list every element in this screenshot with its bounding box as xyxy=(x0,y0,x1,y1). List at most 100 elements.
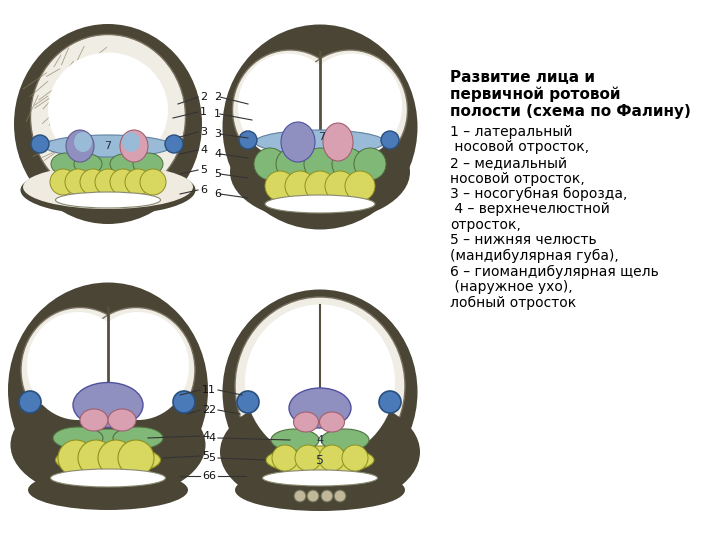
Circle shape xyxy=(354,148,386,180)
Text: 6: 6 xyxy=(208,471,215,481)
Ellipse shape xyxy=(238,53,338,159)
Ellipse shape xyxy=(74,132,92,152)
Ellipse shape xyxy=(271,429,319,451)
Circle shape xyxy=(50,169,76,195)
Ellipse shape xyxy=(53,427,103,449)
Circle shape xyxy=(98,440,134,476)
Text: 5: 5 xyxy=(316,454,324,467)
Circle shape xyxy=(305,171,335,201)
Ellipse shape xyxy=(50,469,166,487)
Ellipse shape xyxy=(11,390,205,500)
Ellipse shape xyxy=(281,122,315,162)
Ellipse shape xyxy=(222,24,418,230)
Circle shape xyxy=(65,169,91,195)
Text: 1: 1 xyxy=(200,107,207,117)
Text: 5: 5 xyxy=(208,453,215,463)
Text: 1: 1 xyxy=(202,385,209,395)
Circle shape xyxy=(125,169,151,195)
Ellipse shape xyxy=(27,312,129,420)
Circle shape xyxy=(80,169,106,195)
Circle shape xyxy=(19,391,41,413)
Circle shape xyxy=(319,445,345,471)
Ellipse shape xyxy=(235,297,405,475)
Ellipse shape xyxy=(66,130,94,162)
Ellipse shape xyxy=(44,135,172,157)
Text: Развитие лица и: Развитие лица и xyxy=(450,70,595,85)
Ellipse shape xyxy=(86,429,130,447)
Circle shape xyxy=(254,148,286,180)
Text: первичной ротовой: первичной ротовой xyxy=(450,87,621,103)
Ellipse shape xyxy=(220,395,420,510)
Ellipse shape xyxy=(268,175,372,201)
Circle shape xyxy=(272,445,298,471)
Text: 4: 4 xyxy=(200,145,207,155)
Ellipse shape xyxy=(23,165,193,209)
Text: 1: 1 xyxy=(208,385,215,395)
Ellipse shape xyxy=(21,307,139,433)
Text: (мандибулярная губа),: (мандибулярная губа), xyxy=(450,249,618,263)
Text: 4 – верхнечелюстной: 4 – верхнечелюстной xyxy=(450,202,610,217)
Circle shape xyxy=(294,490,306,502)
Ellipse shape xyxy=(230,122,410,222)
Circle shape xyxy=(285,171,315,201)
Circle shape xyxy=(140,169,166,195)
Ellipse shape xyxy=(255,130,385,154)
Text: 3: 3 xyxy=(200,127,207,137)
Text: 6 – гиомандибулярная щель: 6 – гиомандибулярная щель xyxy=(450,265,659,279)
Text: 2: 2 xyxy=(214,92,221,102)
Ellipse shape xyxy=(87,312,189,420)
Circle shape xyxy=(165,135,183,153)
Ellipse shape xyxy=(83,155,133,173)
Circle shape xyxy=(239,131,257,149)
Circle shape xyxy=(342,445,368,471)
Circle shape xyxy=(95,169,121,195)
Ellipse shape xyxy=(110,154,138,174)
Ellipse shape xyxy=(74,154,102,174)
Circle shape xyxy=(31,135,49,153)
Text: 2 – медиальный: 2 – медиальный xyxy=(450,156,567,170)
Text: 5: 5 xyxy=(214,169,221,179)
Ellipse shape xyxy=(108,409,136,431)
Ellipse shape xyxy=(113,427,163,449)
Ellipse shape xyxy=(245,305,395,460)
Ellipse shape xyxy=(235,469,405,511)
Ellipse shape xyxy=(302,53,402,159)
Circle shape xyxy=(379,391,401,413)
Ellipse shape xyxy=(14,24,202,224)
Text: 3: 3 xyxy=(214,129,221,139)
Text: носовой отросток,: носовой отросток, xyxy=(450,140,589,154)
Ellipse shape xyxy=(58,173,158,195)
Circle shape xyxy=(325,171,355,201)
Circle shape xyxy=(78,440,114,476)
Ellipse shape xyxy=(80,409,108,431)
Ellipse shape xyxy=(321,429,369,451)
Text: 7: 7 xyxy=(318,132,325,142)
Text: 5 – нижняя челюсть: 5 – нижняя челюсть xyxy=(450,233,597,247)
Ellipse shape xyxy=(266,446,374,474)
Text: отросток,: отросток, xyxy=(450,218,521,232)
Text: 4: 4 xyxy=(316,435,323,445)
Ellipse shape xyxy=(263,470,377,486)
Circle shape xyxy=(110,169,136,195)
Text: 7: 7 xyxy=(104,141,112,151)
Ellipse shape xyxy=(28,470,188,510)
Circle shape xyxy=(332,148,364,180)
Circle shape xyxy=(304,148,336,180)
Text: 2: 2 xyxy=(202,405,209,415)
Ellipse shape xyxy=(73,382,143,428)
Ellipse shape xyxy=(294,412,318,432)
Circle shape xyxy=(237,391,259,413)
Text: 6: 6 xyxy=(200,185,207,195)
Text: полости (схема по Фалину): полости (схема по Фалину) xyxy=(450,104,691,119)
Text: 1: 1 xyxy=(214,109,221,119)
Ellipse shape xyxy=(265,195,375,213)
Circle shape xyxy=(118,440,154,476)
Text: 4: 4 xyxy=(208,433,215,443)
Text: 2: 2 xyxy=(208,405,215,415)
Text: лобный отросток: лобный отросток xyxy=(450,295,576,309)
Ellipse shape xyxy=(120,130,148,162)
Text: 5: 5 xyxy=(202,451,209,461)
Ellipse shape xyxy=(222,289,418,495)
Circle shape xyxy=(173,391,195,413)
Ellipse shape xyxy=(122,132,140,152)
